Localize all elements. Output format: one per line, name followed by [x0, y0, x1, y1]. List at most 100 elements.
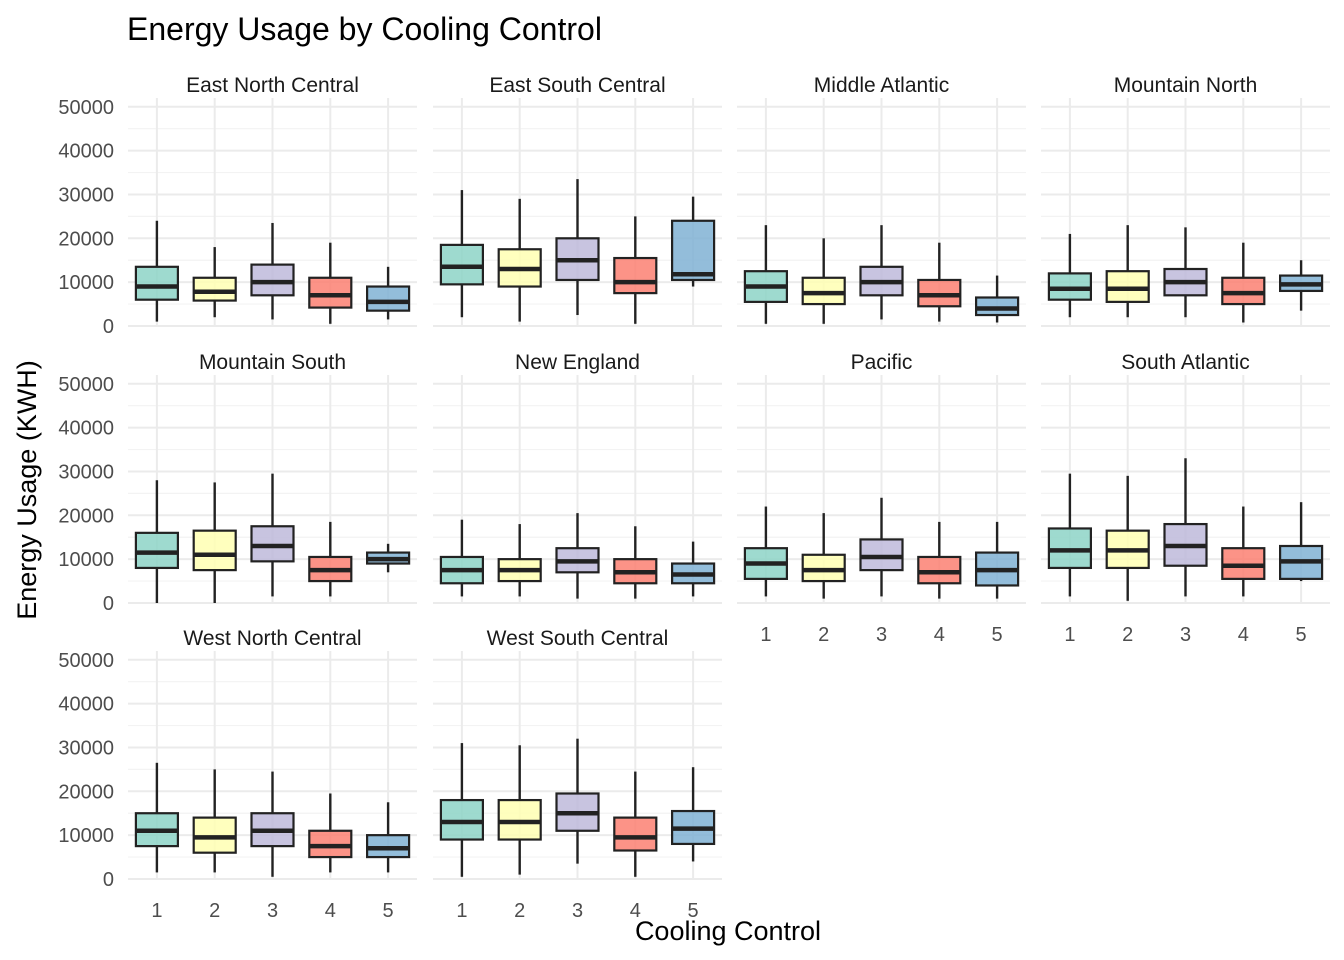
box-body: [366, 285, 411, 312]
box: [308, 242, 353, 324]
facet-label: Mountain North: [1114, 74, 1258, 97]
box: [670, 767, 716, 862]
y-axis-label: Energy Usage (KWH): [12, 360, 42, 620]
box: [192, 769, 237, 873]
box-body: [308, 276, 353, 309]
y-tick-label: 20000: [58, 505, 114, 527]
y-tick-label: 20000: [58, 781, 114, 803]
x-tick-label: 3: [267, 900, 278, 922]
facet-panel: Mountain South 0 10000 20000 30000 40000 50000: [58, 351, 417, 615]
chart-title: Energy Usage by Cooling Control: [127, 11, 602, 47]
box-body: [192, 276, 237, 302]
box: [134, 480, 179, 603]
box: [1278, 260, 1324, 311]
facet-panel: East South Central: [433, 74, 722, 327]
y-tick-label: 30000: [58, 461, 114, 483]
box: [670, 196, 716, 287]
y-tick-label: 50000: [58, 374, 114, 396]
x-tick-label: 4: [325, 900, 336, 922]
box: [366, 802, 411, 873]
box: [613, 526, 658, 599]
y-tick-label: 0: [103, 869, 114, 891]
box: [917, 242, 962, 322]
y-tick-label: 10000: [58, 272, 114, 294]
facet-label: West North Central: [183, 627, 361, 650]
facet-label: West South Central: [487, 627, 669, 650]
box: [974, 275, 1020, 323]
box: [1105, 225, 1150, 318]
box: [859, 497, 904, 597]
box-body: [670, 219, 716, 282]
facet-panel: South Atlantic 1 2 3 4 5: [1041, 351, 1330, 646]
facet-panel: Pacific 1 2 3 4 5: [737, 351, 1026, 646]
box: [1047, 233, 1093, 318]
box: [801, 238, 846, 324]
box: [497, 524, 542, 597]
x-tick-label: 5: [383, 900, 394, 922]
facet-label: South Atlantic: [1121, 351, 1249, 374]
y-tick-label: 10000: [58, 549, 114, 571]
x-tick-label: 2: [1122, 624, 1133, 646]
y-tick-label: 10000: [58, 825, 114, 847]
box: [743, 225, 789, 324]
box: [917, 521, 962, 599]
facet-panel: West South Central 1 2 3 4 5: [433, 627, 722, 922]
facet-label: Pacific: [851, 351, 913, 374]
x-tick-label: 2: [818, 624, 829, 646]
facet-label: East North Central: [186, 74, 359, 97]
box: [192, 247, 237, 318]
facet-label: Middle Atlantic: [814, 74, 949, 97]
box: [859, 225, 904, 320]
box: [250, 473, 295, 597]
box: [670, 541, 716, 597]
box: [134, 762, 179, 873]
x-tick-label: 1: [151, 900, 162, 922]
x-tick-label: 2: [514, 900, 525, 922]
facet-panel: New England: [433, 351, 722, 604]
y-tick-label: 40000: [58, 694, 114, 716]
box: [1278, 502, 1324, 582]
x-tick-label: 2: [209, 900, 220, 922]
x-tick-label: 5: [688, 900, 699, 922]
box: [439, 190, 484, 318]
x-tick-label: 1: [760, 624, 771, 646]
facet-panel: Middle Atlantic: [737, 74, 1026, 327]
box: [1221, 506, 1266, 597]
x-tick-label: 4: [630, 900, 641, 922]
box: [439, 519, 484, 597]
box: [743, 506, 789, 597]
facet-panel: Mountain North: [1041, 74, 1330, 327]
box-body: [192, 529, 237, 572]
box: [613, 216, 658, 324]
box: [192, 482, 237, 603]
facet-label: New England: [515, 351, 640, 374]
box: [439, 743, 484, 877]
box: [1047, 473, 1093, 597]
y-tick-label: 50000: [58, 650, 114, 672]
facet-panel: West North Central 0 10000 20000 30000 40000 5…: [58, 627, 417, 922]
box: [1163, 458, 1208, 597]
x-tick-label: 3: [876, 624, 887, 646]
box: [134, 220, 179, 322]
x-tick-label: 3: [572, 900, 583, 922]
box: [308, 521, 353, 597]
x-axis-label: Cooling Control: [635, 916, 821, 946]
y-tick-label: 40000: [58, 141, 114, 163]
box: [1221, 242, 1266, 323]
box: [497, 745, 542, 875]
facet-label: Mountain South: [199, 351, 346, 374]
facet-label: East South Central: [489, 74, 665, 97]
x-tick-label: 1: [456, 900, 467, 922]
box-body: [613, 256, 658, 295]
y-tick-label: 30000: [58, 184, 114, 206]
box: [555, 738, 600, 864]
facet-panels: East North Central 0 10000 20000 30000 40000 5…: [58, 74, 1330, 922]
box: [366, 543, 411, 573]
box: [555, 513, 600, 599]
y-tick-label: 20000: [58, 228, 114, 250]
x-tick-label: 1: [1064, 624, 1075, 646]
y-tick-label: 40000: [58, 418, 114, 440]
y-tick-label: 50000: [58, 97, 114, 119]
box: [250, 771, 295, 877]
